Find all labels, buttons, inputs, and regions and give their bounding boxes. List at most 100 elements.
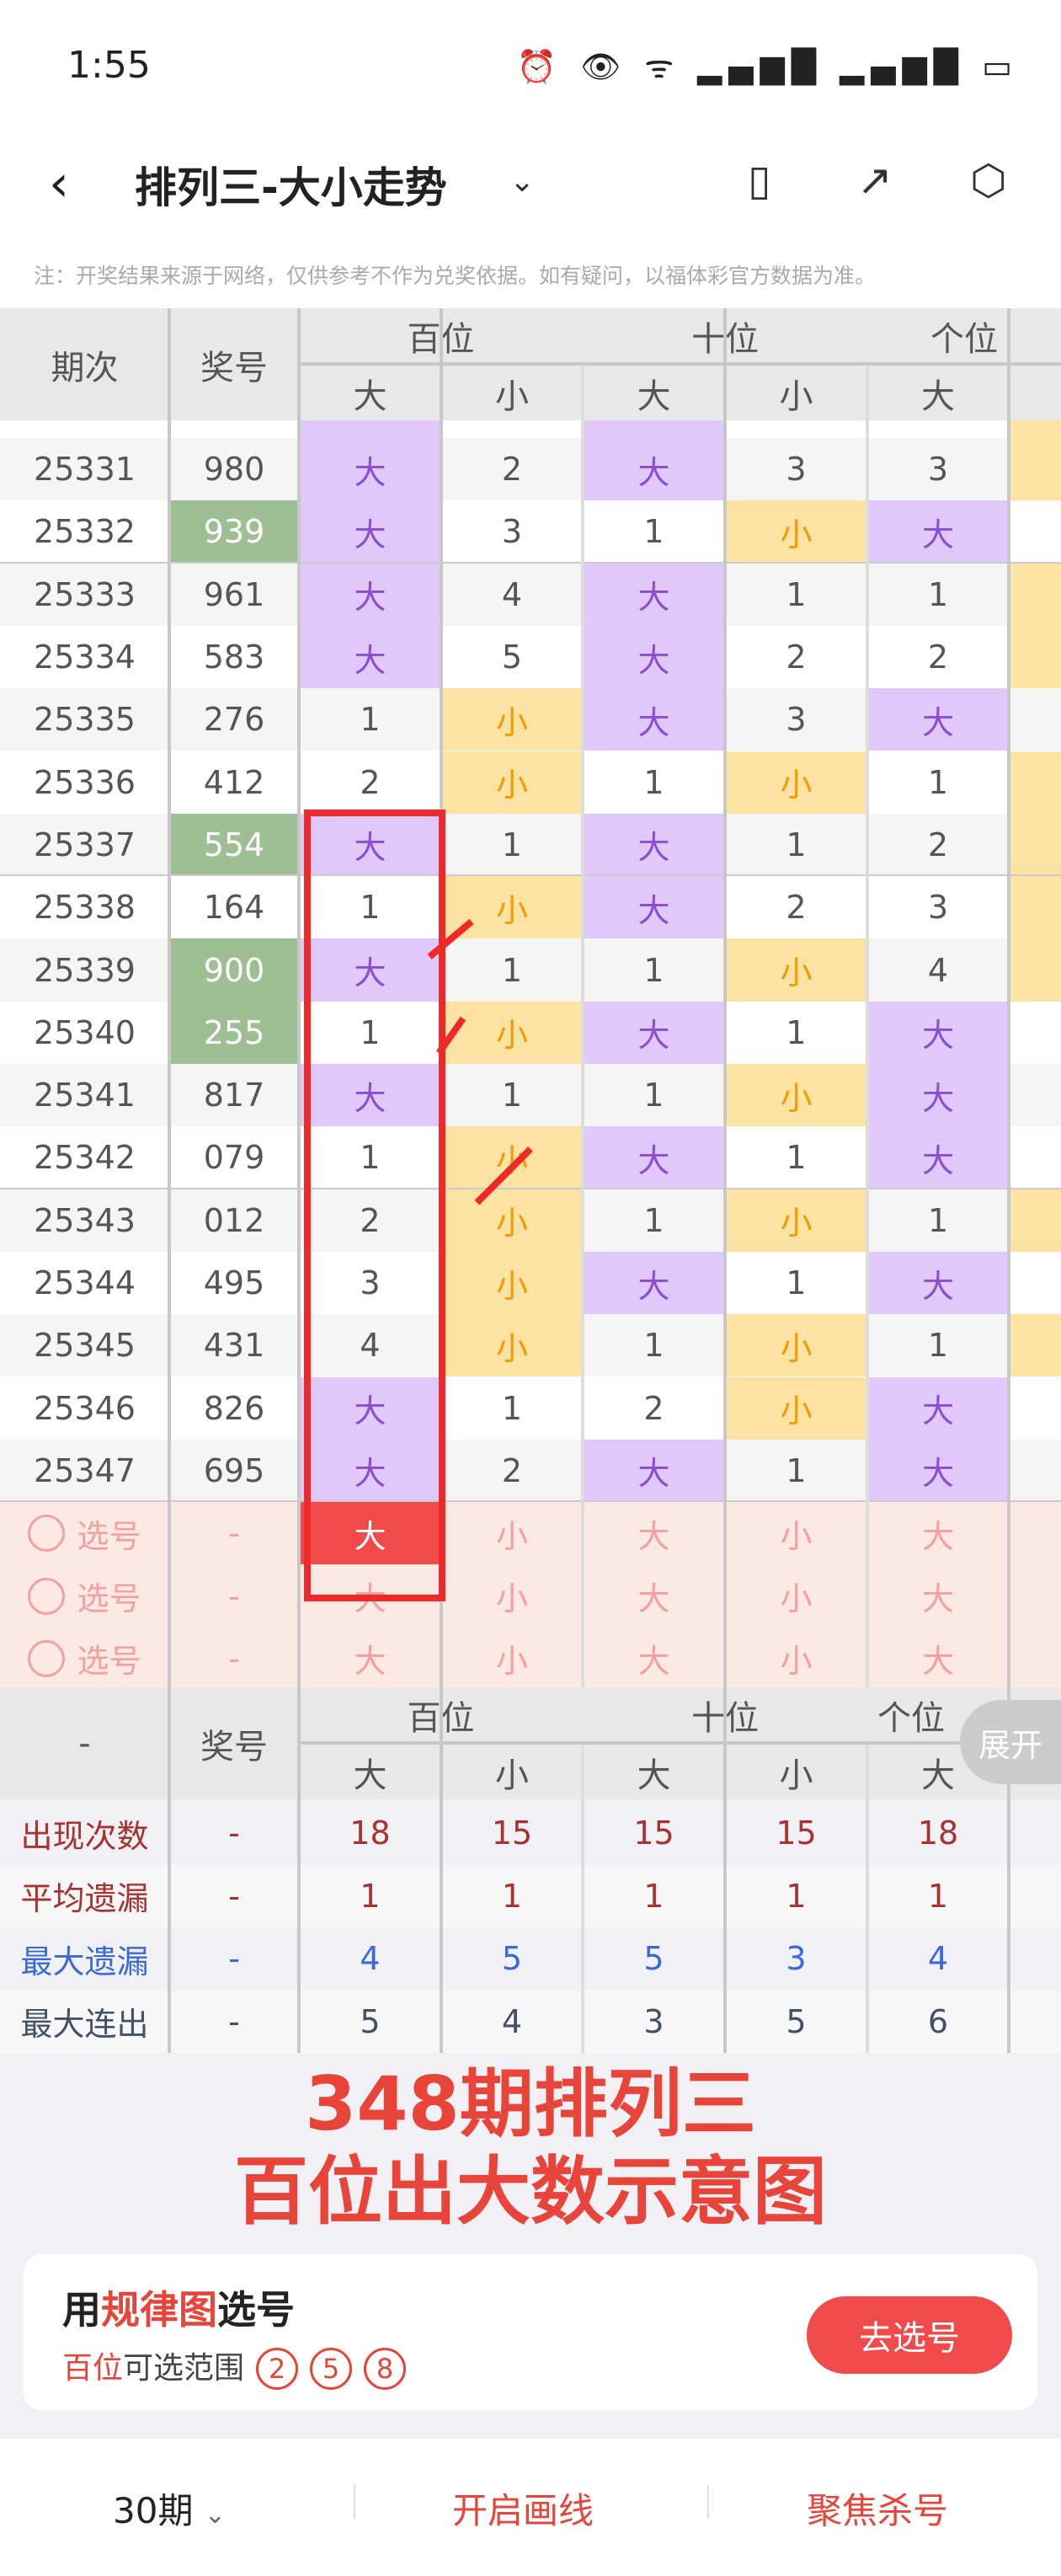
select-number-toggle[interactable]: 选号: [0, 1502, 169, 1564]
bottom-bar: 30期 ⌄ 开启画线 聚焦杀号: [0, 2438, 1061, 2576]
trend-cell: 小: [725, 751, 867, 814]
col-group: 个位: [867, 1687, 958, 1743]
chevron-down-icon: ⌄: [204, 2500, 226, 2530]
trend-cell: 3: [786, 701, 807, 739]
stats-value: 5: [360, 2002, 381, 2040]
trend-cell: 大: [583, 1001, 725, 1064]
period: 25337: [34, 826, 136, 863]
trend-cell: [1009, 1440, 1061, 1502]
table-row: 25332 939 大 3 1 小大: [0, 500, 1061, 564]
select-cell[interactable]: 小: [495, 1580, 528, 1618]
share-icon[interactable]: ↗: [857, 156, 893, 205]
trend-cell: [1009, 1126, 1061, 1189]
col-sub: 小: [725, 1745, 867, 1799]
period: 25338: [34, 889, 136, 927]
column-divider: [168, 1687, 171, 2053]
radio-icon[interactable]: [28, 1577, 66, 1615]
group-divider: [0, 561, 1061, 564]
col-sub: 大: [583, 1745, 725, 1799]
period: 25341: [34, 1077, 136, 1114]
trend-cell: 1: [786, 1451, 807, 1489]
stats-value: 1: [360, 1877, 381, 1915]
select-cell[interactable]: 小: [495, 1517, 528, 1555]
col-group: 个位: [867, 308, 1061, 364]
select-cell[interactable]: 小: [780, 1580, 813, 1618]
period: 25331: [34, 451, 136, 489]
trend-cell: [1009, 876, 1061, 939]
stats-value: 1: [501, 1877, 523, 1915]
select-cell[interactable]: 大: [354, 1643, 387, 1681]
col-sub: 大: [583, 366, 725, 420]
trend-cell: 3: [360, 1264, 381, 1302]
col-first: -: [0, 1687, 169, 1799]
select-number-toggle[interactable]: 选号: [0, 1564, 169, 1627]
divider: [299, 362, 1061, 366]
col-sub: 大: [299, 1745, 441, 1799]
select-cell[interactable]: 小: [780, 1643, 813, 1681]
divider: [354, 2485, 355, 2519]
prize-number: 495: [203, 1264, 265, 1302]
col-prize: 奖号: [169, 1687, 299, 1799]
trend-cell: 5: [501, 639, 523, 676]
trend-cell: 2: [360, 1201, 381, 1239]
trend-cell: 1: [786, 1264, 807, 1302]
draw-line-button[interactable]: 开启画线: [452, 2490, 594, 2531]
select-cell[interactable]: 小: [495, 1643, 528, 1681]
radio-icon[interactable]: [28, 1515, 66, 1553]
chevron-down-icon[interactable]: ⌄: [509, 164, 536, 199]
col-period[interactable]: 期次: [0, 308, 169, 420]
range-line: 百位可选范围 2 5 8: [62, 2344, 407, 2390]
prize-number: 276: [203, 701, 265, 739]
table-row: 25343 012 2 小 1 小 1: [0, 1189, 1061, 1252]
select-cell[interactable]: 大: [637, 1643, 670, 1681]
range-number: 8: [364, 2348, 407, 2390]
select-cell[interactable]: 大: [299, 1502, 441, 1565]
stats-value: 5: [643, 1940, 664, 1978]
trend-cell: 大: [867, 1439, 1009, 1503]
trend-cell: 大: [583, 688, 725, 751]
trend-cell: [1009, 563, 1061, 626]
select-cell[interactable]: 大: [637, 1517, 670, 1555]
select-cell[interactable]: 大: [921, 1580, 954, 1618]
select-cell[interactable]: 大: [921, 1517, 954, 1555]
trend-cell: 大: [867, 1251, 1009, 1315]
select-number-toggle[interactable]: 选号: [0, 1627, 169, 1690]
prize-number: 012: [203, 1201, 265, 1239]
table-row: 25337 554 大 1 大 1 2: [0, 813, 1061, 878]
select-row: 选号 - 大 小 大 小 大: [0, 1627, 1061, 1690]
back-icon[interactable]: ‹: [49, 154, 69, 213]
trend-cell: 大: [299, 1064, 441, 1127]
select-cell[interactable]: 大: [637, 1580, 670, 1618]
go-select-button[interactable]: 去选号: [807, 2296, 1012, 2374]
trend-cell: 1: [360, 889, 381, 927]
select-cell[interactable]: 大: [921, 1643, 954, 1681]
page-title[interactable]: 排列三-大小走势: [135, 163, 447, 212]
settings-icon[interactable]: ⬡: [970, 156, 1007, 205]
trend-cell: 1: [643, 1327, 664, 1365]
col-sub: 小: [441, 1745, 583, 1799]
stats-value: 3: [786, 1940, 807, 1978]
radio-icon[interactable]: [28, 1639, 66, 1677]
stats-label: 平均遗漏: [20, 1880, 149, 1918]
trend-cell: 大: [583, 438, 725, 501]
stats-row: 平均遗漏 - 1 1 1 1 1: [0, 1864, 1061, 1927]
table-row: 25344 495 3 小大 1 大: [0, 1251, 1061, 1315]
prize-number: 961: [203, 575, 265, 613]
focus-kill-button[interactable]: 聚焦杀号: [807, 2490, 949, 2531]
trend-cell: 1: [643, 1077, 664, 1114]
switch-device-icon[interactable]: ▯: [748, 156, 771, 205]
clock: 1:55: [67, 44, 151, 87]
prize-number: 255: [169, 1001, 299, 1064]
divider: [299, 1741, 1061, 1745]
trend-cell: 2: [501, 451, 523, 489]
trend-cell: 1: [501, 951, 523, 989]
stats-value: 5: [786, 2002, 807, 2040]
select-cell[interactable]: 大: [354, 1580, 387, 1618]
period-selector[interactable]: 30期 ⌄: [113, 2482, 226, 2534]
group-divider: [0, 1187, 1061, 1190]
select-cell[interactable]: 小: [780, 1517, 813, 1555]
stats-prize: -: [228, 1814, 240, 1852]
column-divider: [866, 366, 869, 1687]
trend-cell: 大: [583, 1251, 725, 1315]
expand-button[interactable]: 展开: [960, 1700, 1061, 1784]
